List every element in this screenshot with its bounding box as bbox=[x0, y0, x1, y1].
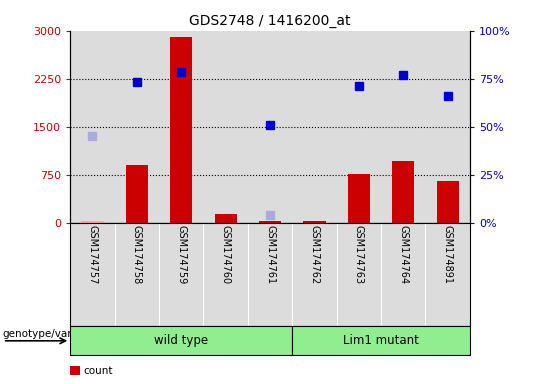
Bar bbox=[436, 181, 458, 223]
Bar bbox=[214, 214, 237, 223]
Text: GSM174761: GSM174761 bbox=[265, 225, 275, 284]
Text: GSM174764: GSM174764 bbox=[398, 225, 408, 284]
Text: GSM174891: GSM174891 bbox=[443, 225, 453, 284]
Bar bbox=[70, 366, 80, 375]
Bar bbox=[348, 174, 370, 223]
Text: GSM174763: GSM174763 bbox=[354, 225, 364, 284]
Text: genotype/variation: genotype/variation bbox=[3, 329, 102, 339]
Title: GDS2748 / 1416200_at: GDS2748 / 1416200_at bbox=[189, 14, 351, 28]
Text: GSM174757: GSM174757 bbox=[87, 225, 97, 284]
Text: count: count bbox=[84, 366, 113, 376]
Bar bbox=[303, 222, 326, 223]
Bar bbox=[82, 221, 104, 223]
Text: Lim1 mutant: Lim1 mutant bbox=[343, 334, 419, 347]
Bar bbox=[259, 221, 281, 223]
Bar bbox=[126, 165, 148, 223]
Text: wild type: wild type bbox=[154, 334, 208, 347]
Bar bbox=[292, 326, 470, 355]
Bar bbox=[170, 37, 192, 223]
Text: GSM174760: GSM174760 bbox=[221, 225, 231, 284]
Text: GSM174758: GSM174758 bbox=[132, 225, 142, 284]
Bar bbox=[392, 161, 414, 223]
Text: GSM174762: GSM174762 bbox=[309, 225, 319, 284]
Bar bbox=[70, 326, 292, 355]
Text: GSM174759: GSM174759 bbox=[176, 225, 186, 284]
